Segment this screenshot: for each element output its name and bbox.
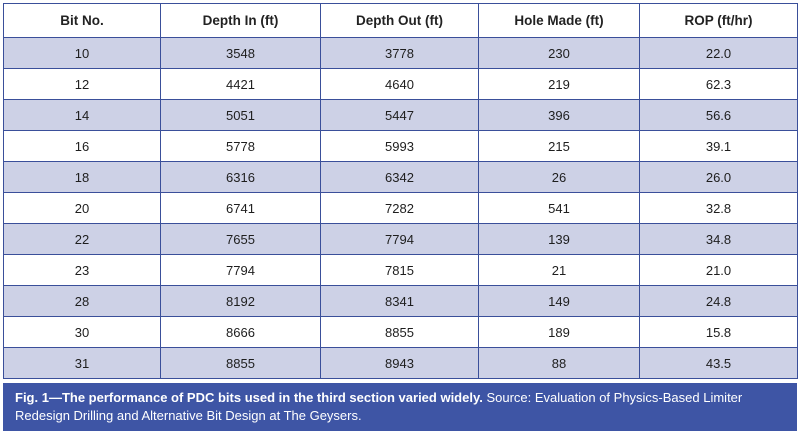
caption-title: Fig. 1—The performance of PDC bits used … — [15, 390, 483, 405]
depth-in-cell: 7794 — [160, 254, 321, 286]
depth-in-cell: 6741 — [160, 192, 321, 224]
table-row: 12 4421 4640 219 62.3 — [3, 68, 798, 100]
hole-made-cell: 396 — [478, 99, 640, 131]
depth-out-cell: 8341 — [320, 285, 479, 317]
depth-out-cell: 4640 — [320, 68, 479, 100]
table-row: 30 8666 8855 189 15.8 — [3, 316, 798, 348]
hole-made-cell: 230 — [478, 37, 640, 69]
depth-out-cell: 5447 — [320, 99, 479, 131]
caption-source: Source: Evaluation of Physics-Based Limi… — [15, 390, 743, 423]
bit-no-cell: 28 — [3, 285, 161, 317]
depth-out-cell: 8943 — [320, 347, 479, 379]
hole-made-cell: 149 — [478, 285, 640, 317]
table-body: 10 3548 3778 230 22.0 12 4421 4640 219 62.3 14 5051… — [3, 37, 798, 379]
table-row: 28 8192 8341 149 24.8 — [3, 285, 798, 317]
rop-cell: 62.3 — [639, 68, 798, 100]
header-hole-made: Hole Made (ft) — [478, 3, 640, 38]
figure-caption: Fig. 1—The performance of PDC bits used … — [3, 383, 797, 431]
table-row: 31 8855 8943 88 43.5 — [3, 347, 798, 379]
rop-cell: 24.8 — [639, 285, 798, 317]
table-row: 20 6741 7282 541 32.8 — [3, 192, 798, 224]
table-header: Bit No. Depth In (ft) Depth Out (ft) Hol… — [3, 3, 798, 38]
hole-made-cell: 541 — [478, 192, 640, 224]
bit-no-cell: 30 — [3, 316, 161, 348]
table-row: 22 7655 7794 139 34.8 — [3, 223, 798, 255]
hole-made-cell: 215 — [478, 130, 640, 162]
depth-out-cell: 7794 — [320, 223, 479, 255]
table-row: 16 5778 5993 215 39.1 — [3, 130, 798, 162]
rop-cell: 22.0 — [639, 37, 798, 69]
rop-cell: 39.1 — [639, 130, 798, 162]
bit-no-cell: 31 — [3, 347, 161, 379]
depth-in-cell: 5051 — [160, 99, 321, 131]
bit-no-cell: 12 — [3, 68, 161, 100]
depth-in-cell: 8855 — [160, 347, 321, 379]
pdc-bit-table: Bit No. Depth In (ft) Depth Out (ft) Hol… — [3, 3, 798, 379]
depth-out-cell: 7815 — [320, 254, 479, 286]
hole-made-cell: 21 — [478, 254, 640, 286]
rop-cell: 15.8 — [639, 316, 798, 348]
rop-cell: 34.8 — [639, 223, 798, 255]
bit-no-cell: 16 — [3, 130, 161, 162]
header-depth-out: Depth Out (ft) — [320, 3, 479, 38]
hole-made-cell: 189 — [478, 316, 640, 348]
hole-made-cell: 88 — [478, 347, 640, 379]
depth-out-cell: 6342 — [320, 161, 479, 193]
depth-in-cell: 5778 — [160, 130, 321, 162]
depth-out-cell: 7282 — [320, 192, 479, 224]
table-row: 10 3548 3778 230 22.0 — [3, 37, 798, 69]
depth-in-cell: 4421 — [160, 68, 321, 100]
depth-in-cell: 3548 — [160, 37, 321, 69]
depth-in-cell: 8192 — [160, 285, 321, 317]
bit-no-cell: 20 — [3, 192, 161, 224]
header-rop: ROP (ft/hr) — [639, 3, 798, 38]
header-depth-in: Depth In (ft) — [160, 3, 321, 38]
bit-no-cell: 18 — [3, 161, 161, 193]
table-row: 14 5051 5447 396 56.6 — [3, 99, 798, 131]
depth-in-cell: 6316 — [160, 161, 321, 193]
rop-cell: 43.5 — [639, 347, 798, 379]
rop-cell: 56.6 — [639, 99, 798, 131]
depth-in-cell: 7655 — [160, 223, 321, 255]
header-bit-no: Bit No. — [3, 3, 161, 38]
hole-made-cell: 219 — [478, 68, 640, 100]
bit-no-cell: 10 — [3, 37, 161, 69]
hole-made-cell: 26 — [478, 161, 640, 193]
depth-in-cell: 8666 — [160, 316, 321, 348]
rop-cell: 26.0 — [639, 161, 798, 193]
header-row: Bit No. Depth In (ft) Depth Out (ft) Hol… — [3, 3, 798, 38]
depth-out-cell: 8855 — [320, 316, 479, 348]
depth-out-cell: 5993 — [320, 130, 479, 162]
rop-cell: 21.0 — [639, 254, 798, 286]
bit-no-cell: 22 — [3, 223, 161, 255]
table-row: 18 6316 6342 26 26.0 — [3, 161, 798, 193]
bit-no-cell: 23 — [3, 254, 161, 286]
rop-cell: 32.8 — [639, 192, 798, 224]
hole-made-cell: 139 — [478, 223, 640, 255]
bit-no-cell: 14 — [3, 99, 161, 131]
table-row: 23 7794 7815 21 21.0 — [3, 254, 798, 286]
depth-out-cell: 3778 — [320, 37, 479, 69]
